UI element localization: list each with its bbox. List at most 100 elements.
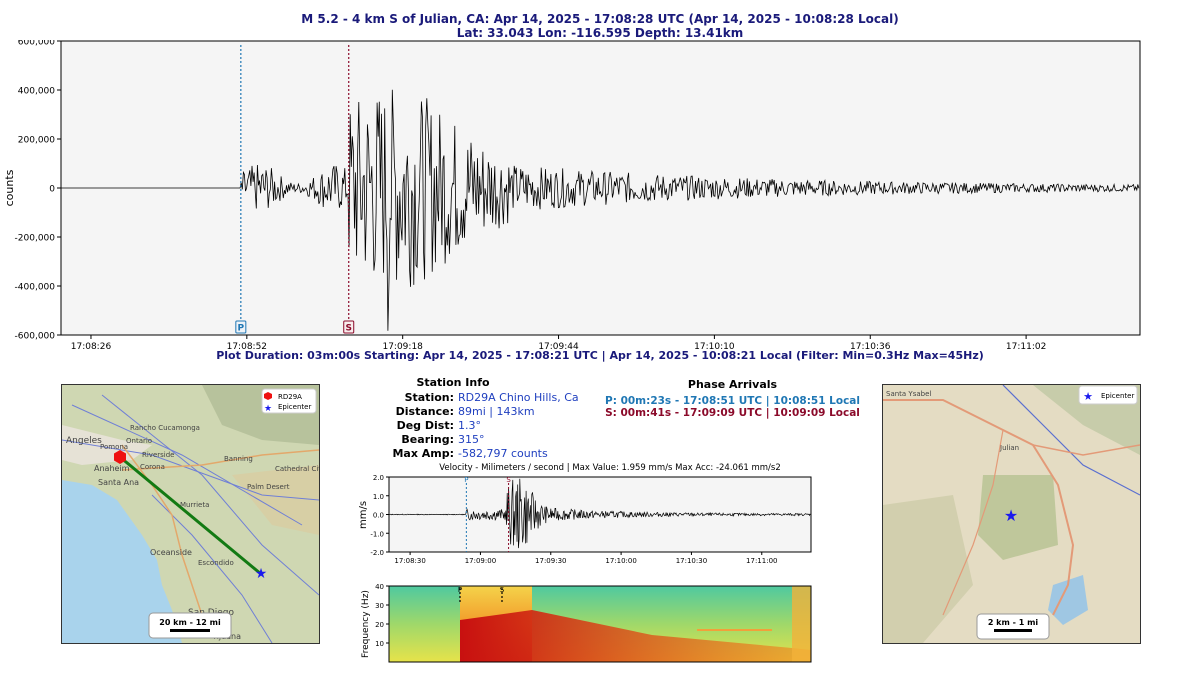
y-tick-label: 2.0 (373, 474, 384, 482)
deg-dist-label: Deg Dist: (396, 419, 454, 432)
station-value: RD29A Chino Hills, Ca (458, 391, 579, 404)
place-label: Rancho Cucamonga (130, 424, 200, 432)
place-label: Pomona (100, 443, 128, 451)
map-scale: 20 km - 12 mi (159, 618, 221, 627)
velocity-title: Velocity - Milimeters / second | Max Val… (439, 463, 781, 473)
spectrogram-coda (460, 610, 811, 662)
distance-label: Distance: (395, 405, 454, 418)
place-label: Oceanside (150, 548, 192, 557)
svg-text:★: ★ (1083, 390, 1093, 403)
x-tick-label: 17:11:02 (1006, 342, 1046, 350)
station-info-title: Station Info (416, 376, 490, 389)
y-tick-label: -400,000 (15, 283, 56, 293)
deg-dist-row: Deg Dist: 1.3° (362, 419, 592, 433)
seismogram-chart: 600,000 400,000 200,000 0 -200,000 -400,000 -6… (3, 40, 1141, 350)
velocity-trace (388, 478, 811, 549)
y-tick-label: 600,000 (18, 40, 55, 48)
y-tick-label: 1.0 (373, 493, 384, 501)
y-tick-label: -200,000 (15, 234, 56, 244)
regional-map: ★ Angeles Pomona Rancho Cucamonga Ontari… (61, 384, 320, 644)
station-marker (114, 450, 126, 464)
place-label: Santa Ysabel (886, 390, 931, 398)
seismogram-y-axis: 600,000 400,000 200,000 0 -200,000 -400,000 -6… (15, 40, 61, 342)
velocity-s-label: S (506, 476, 511, 484)
y-tick-label: 20 (375, 621, 384, 629)
velocity-p-label: P (464, 476, 468, 484)
bearing-label: Bearing: (401, 433, 454, 446)
place-label: Murrieta (180, 501, 209, 509)
spectrogram-chart: P S 40 30 20 10 Frequency (Hz) (361, 583, 812, 663)
distance-value: 89mi | 143km (458, 405, 535, 418)
bearing-row: Bearing: 315° (362, 433, 592, 447)
x-tick-label: 17:09:18 (382, 342, 423, 350)
y-tick-label: 40 (375, 583, 384, 591)
epicenter-star: ★ (1004, 506, 1018, 525)
s-phase-marker: S (343, 320, 355, 334)
spectrogram-s-label: S (500, 586, 505, 594)
x-tick-label: 17:10:30 (676, 557, 707, 565)
velocity-x-axis: 17:08:30 17:09:00 17:09:30 17:10:00 17:10:30… (394, 552, 777, 565)
phase-arrivals-panel: Phase Arrivals P: 00m:23s - 17:08:51 UTC… (600, 378, 865, 419)
y-tick-label: -1.0 (370, 530, 384, 538)
x-tick-label: 17:08:30 (394, 557, 425, 565)
spectrogram-y-axis: 40 30 20 10 (375, 583, 389, 648)
place-label: Corona (140, 463, 165, 471)
svg-text:★: ★ (264, 404, 272, 414)
scale-box (976, 613, 1050, 640)
map-legend (1078, 385, 1138, 405)
s-arrival-text: S: 00m:41s - 17:09:09 UTC | 10:09:09 Loc… (605, 407, 860, 419)
y-tick-label: 0.0 (373, 512, 384, 520)
x-tick-label: 17:10:10 (694, 342, 735, 350)
x-tick-label: 17:09:44 (538, 342, 579, 350)
velocity-chart: 2.0 1.0 0.0 -1.0 -2.0 17:08:30 17:09:00 17:09:… (358, 474, 812, 565)
seismogram-y-label: counts (3, 169, 16, 206)
place-label: Escondido (198, 559, 234, 567)
y-tick-label: 30 (375, 602, 384, 610)
y-tick-label: 400,000 (18, 87, 55, 97)
spectrogram-y-label: Frequency (Hz) (361, 590, 371, 658)
max-amp-value: -582,797 counts (458, 447, 548, 460)
station-label: Station: (404, 391, 454, 404)
local-map-canvas: Santa Ysabel Julian ★ ★ Epicenter 2 km -… (883, 385, 1140, 643)
place-label: Ontario (126, 437, 152, 445)
epicenter-star: ★ (255, 566, 268, 582)
station-info-panel: Station Info Station: RD29A Chino Hills, … (362, 376, 592, 461)
x-tick-label: 17:10:36 (850, 342, 891, 350)
legend-epicenter: Epicenter (1101, 392, 1134, 400)
bearing-value: 315° (458, 433, 485, 446)
station-row: Station: RD29A Chino Hills, Ca (362, 391, 592, 405)
max-amp-row: Max Amp: -582,797 counts (362, 447, 592, 461)
y-tick-label: -600,000 (15, 332, 56, 342)
x-tick-label: 17:10:00 (605, 557, 636, 565)
place-label: Angeles (66, 436, 102, 446)
y-tick-label: 200,000 (18, 136, 55, 146)
s-phase-label: S (345, 324, 351, 334)
velocity-y-axis: 2.0 1.0 0.0 -1.0 -2.0 (370, 474, 389, 557)
x-tick-label: 17:09:30 (535, 557, 566, 565)
legend-station: RD29A (278, 393, 302, 401)
place-label: Riverside (142, 451, 174, 459)
max-amp-label: Max Amp: (392, 447, 454, 460)
deg-dist-value: 1.3° (458, 419, 481, 432)
y-tick-label: 10 (375, 640, 384, 648)
y-tick-label: 0 (49, 185, 55, 195)
x-tick-label: 17:08:26 (71, 342, 112, 350)
p-phase-label: P (238, 324, 245, 334)
place-label: Santa Ana (98, 478, 139, 487)
chart-title: M 5.2 - 4 km S of Julian, CA: Apr 14, 20… (301, 12, 899, 26)
y-tick-label: -2.0 (370, 549, 384, 557)
scale-box (148, 612, 232, 639)
x-tick-label: 17:09:00 (465, 557, 496, 565)
seismogram-x-axis: 17:08:26 17:08:52 17:09:18 17:09:44 17:10:10… (71, 335, 1046, 350)
place-label: Palm Desert (247, 483, 290, 491)
map-legend (261, 388, 317, 414)
regional-map-canvas: ★ Angeles Pomona Rancho Cucamonga Ontari… (62, 385, 319, 643)
place-label: Banning (224, 455, 253, 463)
place-label: Anaheim (94, 464, 130, 473)
place-label: Julian (999, 444, 1019, 452)
velocity-y-label: mm/s (358, 501, 369, 529)
p-phase-marker: P (235, 320, 247, 334)
plot-duration: Plot Duration: 03m:00s Starting: Apr 14,… (216, 349, 984, 362)
phase-arrivals-title: Phase Arrivals (687, 378, 778, 391)
local-map: Santa Ysabel Julian ★ ★ Epicenter 2 km -… (882, 384, 1141, 644)
